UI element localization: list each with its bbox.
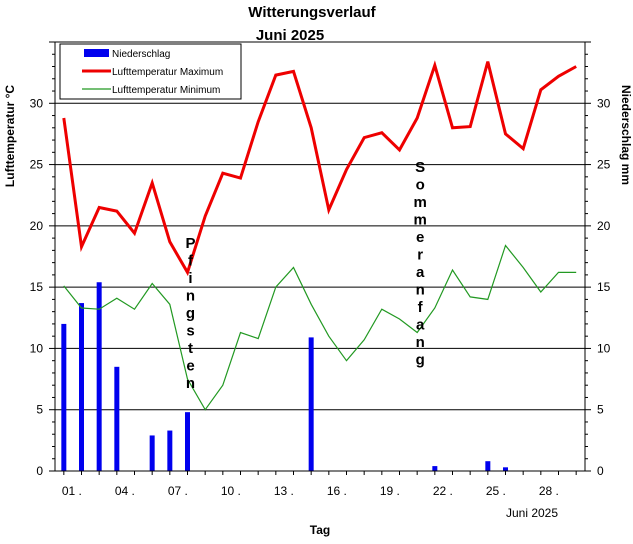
temperature-lines [62,60,577,411]
temperature-max-line [62,60,577,277]
precipitation-bar [79,303,84,471]
chart-subtitle: Juni 2025 [256,27,324,44]
y-axis-left: 0 5 10 15 20 25 30 [30,41,55,478]
legend-label: Lufttemperatur Maximum [112,67,223,78]
x-tick-label: 10 . [221,484,241,498]
x-tick-label: 25 . [486,484,506,498]
x-tick-label: 16 . [327,484,347,498]
temperature-min-line [63,244,577,411]
x-axis-note: Juni 2025 [506,506,558,520]
legend-label: Lufttemperatur Minimum [112,85,220,96]
x-axis-label: Tag [310,523,330,537]
y-tick-label: 30 [30,96,44,110]
y-tick-label: 5 [36,403,43,417]
y-tick-label: 0 [36,464,43,478]
gridlines [55,102,585,411]
x-tick-label: 28 . [539,484,559,498]
precipitation-bar [432,466,438,471]
y-tick-label: 20 [30,219,44,233]
y-tick-label: 20 [597,219,611,233]
x-tick-label: 01 . [62,484,82,498]
x-tick-label: 04 . [115,484,135,498]
y-tick-label: 30 [597,96,611,110]
y-tick-label: 25 [30,158,44,172]
x-tick-label: 19 . [380,484,400,498]
precipitation-bar [185,412,190,471]
x-axis: 01 . 04 . 07 . 10 . 13 . 16 . 19 . 22 . 25 . 28 . [62,471,577,498]
precipitation-bar [503,467,508,471]
y-tick-label: 15 [30,280,44,294]
y-tick-label: 5 [597,403,604,417]
precipitation-bar [114,366,120,471]
legend: Niederschlag Lufttemperatur Maximum Luftte… [59,43,242,100]
precipitation-bar [149,435,155,471]
y-tick-label: 10 [30,341,44,355]
precipitation-bars [61,282,508,471]
plot-frame [54,41,586,472]
precipitation-bar [485,461,491,471]
y-axis-left-label: Lufttemperatur °C [3,85,17,187]
precipitation-bar [167,430,173,471]
y-tick-label: 15 [597,280,611,294]
y-tick-label: 25 [597,158,611,172]
x-tick-label: 22 . [433,484,453,498]
y-tick-label: 0 [597,464,604,478]
y-axis-right: 0 5 10 15 20 25 30 [585,41,611,478]
legend-label: Niederschlag [112,49,170,60]
precipitation-bar [96,282,102,471]
chart-title: Witterungsverlauf [248,4,376,21]
x-tick-label: 07 . [168,484,188,498]
y-tick-label: 10 [597,341,611,355]
y-axis-right-label: Niederschlag mm [619,85,633,185]
legend-swatch-precipitation [84,49,109,57]
x-tick-label: 13 . [274,484,294,498]
precipitation-bar [308,337,314,471]
precipitation-bar [61,323,67,471]
